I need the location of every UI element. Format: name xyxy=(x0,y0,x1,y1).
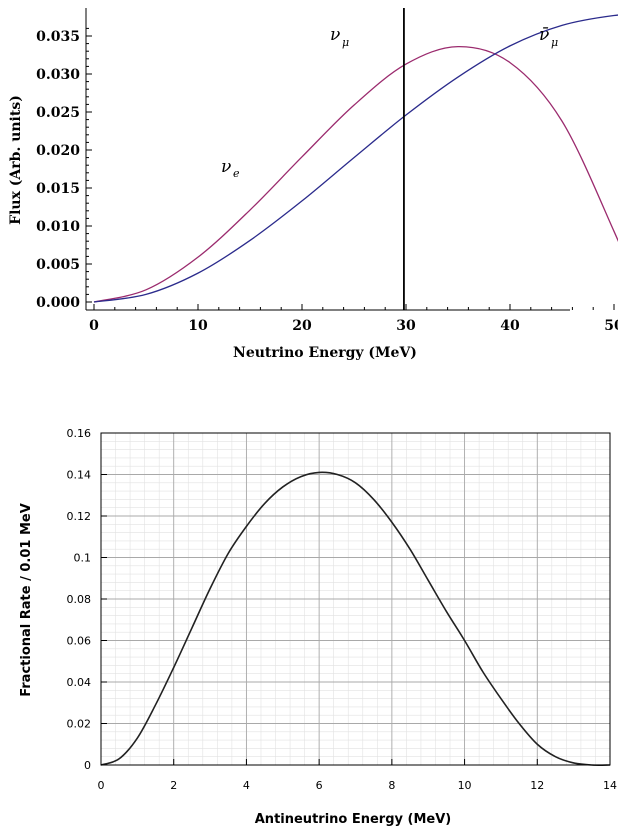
nu-mu-label: ν μ xyxy=(330,25,349,49)
antineutrino-rate-chart: 0 2 4 6 8 10 12 14 0 0.02 0.04 0.06 0.08 0.1 0.12 0.14 0… xyxy=(19,427,617,827)
x-tick-label: 12 xyxy=(530,779,544,792)
y-tick-label: 0 xyxy=(84,759,91,772)
svg-text:e: e xyxy=(233,167,240,180)
y-tick-label: 0.025 xyxy=(36,105,80,121)
svg-text:μ: μ xyxy=(342,36,349,49)
x-tick-label: 50 xyxy=(604,318,618,334)
nu-mu-bar-label: ν̄ μ xyxy=(539,25,558,49)
x-tick-label: 10 xyxy=(458,779,472,792)
y-axis-label: Flux (Arb. units) xyxy=(8,95,24,225)
svg-text:μ: μ xyxy=(551,36,558,49)
series-line-nu-e xyxy=(93,45,618,303)
svg-text:ν: ν xyxy=(221,157,231,177)
y-axis-label: Fractional Rate / 0.01 MeV xyxy=(19,503,34,697)
x-tick-label: 40 xyxy=(500,318,520,334)
y-tick-label: 0.14 xyxy=(67,469,92,482)
neutrino-flux-chart: 0 10 20 30 40 50 0.000 0.005 0.010 0.015 0.020 0.02… xyxy=(8,8,618,361)
x-tick-label: 0 xyxy=(98,779,105,792)
x-tick-label: 6 xyxy=(316,779,323,792)
y-tick-label: 0.1 xyxy=(74,552,92,565)
x-tick-label: 20 xyxy=(292,318,312,334)
series-line-nu-mu-bar xyxy=(93,14,618,303)
x-tick-label: 30 xyxy=(396,318,416,334)
y-tick-label: 0.010 xyxy=(36,219,80,235)
y-tick-label: 0.000 xyxy=(36,295,80,311)
y-tick-label: 0.02 xyxy=(67,718,92,731)
x-axis-label: Neutrino Energy (MeV) xyxy=(233,345,417,361)
y-tick-label: 0.030 xyxy=(36,67,80,83)
y-tick-label: 0.04 xyxy=(67,676,92,689)
y-tick-label: 0.035 xyxy=(36,29,80,45)
series-line-rate xyxy=(100,471,611,766)
svg-text:ν̄: ν̄ xyxy=(539,25,549,45)
x-tick-label: 4 xyxy=(243,779,250,792)
svg-text:ν: ν xyxy=(330,25,340,45)
y-tick-label: 0.08 xyxy=(67,593,92,606)
x-tick-label: 8 xyxy=(388,779,395,792)
y-tick-label: 0.005 xyxy=(36,257,80,273)
x-tick-label: 10 xyxy=(188,318,208,334)
y-tick-label: 0.12 xyxy=(67,510,92,523)
y-tick-label: 0.16 xyxy=(67,427,92,440)
y-tick-label: 0.020 xyxy=(36,143,80,159)
x-tick-label: 0 xyxy=(89,318,99,334)
x-tick-label: 2 xyxy=(170,779,177,792)
x-axis-label: Antineutrino Energy (MeV) xyxy=(255,812,451,827)
y-tick-label: 0.015 xyxy=(36,181,80,197)
y-tick-label: 0.06 xyxy=(67,635,92,648)
x-tick-label: 14 xyxy=(603,779,617,792)
nu-e-label: ν e xyxy=(221,157,240,180)
